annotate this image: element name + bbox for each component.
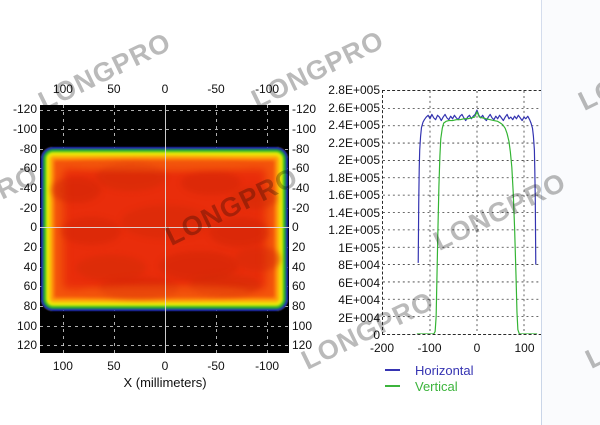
- axis-tick-label: 100: [16, 318, 37, 333]
- beam-noise-blob: [61, 217, 121, 245]
- axis-tick-label: 80: [23, 298, 37, 313]
- axis-tick-label: 50: [107, 82, 121, 96]
- beam-noise-blob: [231, 187, 277, 209]
- axis-tick-label: 20: [23, 239, 37, 254]
- axis-tick-label: 120: [16, 338, 37, 353]
- axis-tick-label: 0: [373, 328, 380, 342]
- profile-plot-area: [382, 90, 572, 335]
- right-edge-strip: [542, 0, 600, 425]
- axis-tick-label: -100: [255, 359, 280, 373]
- axis-tick-label: 0: [473, 341, 481, 355]
- axis-tick-label: 1.8E+005: [328, 170, 380, 185]
- axis-tick-label: 2.8E+005: [328, 83, 380, 97]
- axis-tick-label: 100: [292, 318, 313, 333]
- axis-tick-label: 20: [292, 239, 306, 254]
- axis-tick-label: 6E+004: [338, 275, 380, 290]
- axis-tick-label: 100: [52, 359, 73, 373]
- beam-noise-blob: [76, 255, 146, 281]
- axis-tick-label: 2.4E+005: [328, 118, 380, 132]
- axis-tick-label: 1.2E+005: [328, 223, 380, 237]
- axis-tick-label: -40: [292, 181, 310, 196]
- beam-noise-blob: [96, 163, 166, 191]
- axis-tick-label: -60: [292, 161, 310, 176]
- axis-tick-label: 2.6E+005: [328, 100, 380, 115]
- beam-noise-blob: [209, 217, 269, 247]
- axis-tick-label: -100: [292, 122, 317, 137]
- axis-tick-label: 4E+004: [338, 293, 380, 307]
- axis-tick-label: 0: [30, 220, 37, 235]
- heatmap-gridline: [40, 109, 289, 111]
- axis-tick-label: 2E+005: [338, 153, 380, 167]
- beam-noise-blob: [51, 177, 101, 203]
- axis-tick-label: -200: [369, 341, 395, 355]
- axis-tick-label: 120: [292, 338, 313, 353]
- axis-tick-label: 1.6E+005: [328, 188, 380, 202]
- beam-noise-blob: [235, 247, 281, 271]
- axis-tick-label: -120: [12, 102, 37, 117]
- heatmap-gridline: [40, 325, 289, 327]
- axis-tick-label: -60: [19, 161, 37, 176]
- heatmap-x-axis-title: X (millimeters): [123, 375, 207, 390]
- axis-tick-label: 8E+004: [338, 258, 380, 272]
- axis-tick-label: -50: [207, 359, 225, 373]
- beam-noise-blob: [71, 159, 251, 171]
- legend-label-horizontal: Horizontal: [415, 363, 474, 378]
- axis-tick-label: -80: [292, 141, 310, 156]
- beam-noise-blob: [189, 274, 261, 296]
- beam-noise-blob: [79, 285, 249, 299]
- axis-tick-label: -100: [255, 82, 280, 96]
- beam-noise-blob: [121, 205, 211, 239]
- axis-tick-label: 100: [514, 341, 535, 355]
- axis-tick-label: 0: [161, 359, 169, 373]
- watermark-text: LONGPRO: [33, 26, 176, 117]
- axis-tick-label: 40: [292, 259, 306, 274]
- crosshair-vertical-line: [165, 105, 166, 353]
- axis-tick-label: 60: [292, 279, 306, 294]
- heatmap-gridline: [40, 345, 289, 347]
- beam-noise-blob: [181, 171, 241, 195]
- legend-line-sample: [385, 385, 400, 387]
- heatmap-plot-area: [40, 105, 289, 353]
- axis-tick-label: -40: [19, 181, 37, 196]
- axis-tick-label: 100: [52, 82, 73, 96]
- axis-tick-label: -50: [207, 82, 225, 96]
- crosshair-horizontal-line: [40, 227, 289, 229]
- axis-tick-label: 50: [107, 359, 121, 373]
- heatmap-gridline: [40, 129, 289, 131]
- axis-tick-label: -20: [19, 200, 37, 215]
- axis-tick-label: 0: [161, 82, 169, 96]
- axis-tick-label: 1E+005: [338, 240, 380, 255]
- axis-tick-label: -20: [292, 200, 310, 215]
- axis-tick-label: 40: [23, 259, 37, 274]
- profile-chart-svg: [383, 91, 571, 334]
- axis-tick-label: 2E+004: [338, 310, 380, 325]
- axis-tick-label: -80: [19, 141, 37, 156]
- axis-tick-label: -100: [12, 122, 37, 137]
- axis-tick-label: 0: [292, 220, 299, 235]
- legend-line-sample: [385, 369, 400, 371]
- axis-tick-label: 60: [23, 279, 37, 294]
- beam-image: [41, 147, 288, 311]
- beam-noise-blob: [99, 277, 179, 299]
- axis-tick-label: 80: [292, 298, 306, 313]
- right-edge-divider: [541, 0, 542, 425]
- profile-series-vertical: [416, 111, 538, 334]
- profile-series-horizontal: [417, 109, 537, 265]
- axis-tick-label: 2.2E+005: [328, 135, 380, 150]
- axis-tick-label: -120: [292, 102, 317, 117]
- axis-tick-label: -100: [417, 341, 442, 355]
- legend-label-vertical: Vertical: [415, 379, 458, 394]
- axis-tick-label: 1.4E+005: [328, 205, 380, 220]
